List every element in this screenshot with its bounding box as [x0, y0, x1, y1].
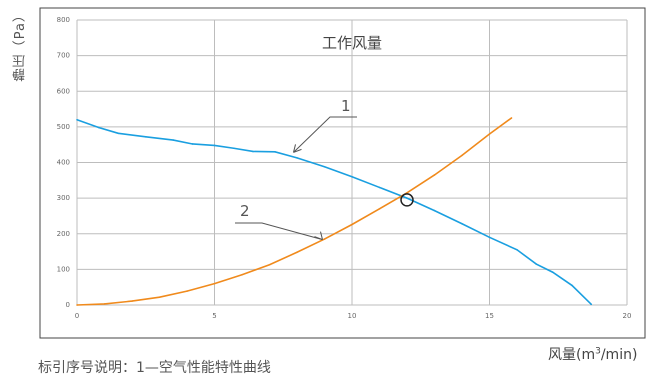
- series-point-1: [98, 126, 100, 129]
- series-point-2: [378, 208, 381, 210]
- y-tick-label: 700: [57, 52, 70, 60]
- y-tick-label: 500: [57, 123, 70, 131]
- annotation-arrowhead-2: [320, 231, 323, 240]
- series-point-2: [103, 303, 106, 305]
- annotation-label-2: 2: [240, 202, 250, 220]
- x-axis-label-suffix: /min): [600, 347, 638, 363]
- series-point-1: [191, 143, 194, 145]
- series-point-2: [323, 238, 326, 240]
- series-point-1: [516, 248, 518, 251]
- annotation-leader-2: [235, 222, 323, 241]
- y-tick-label: 100: [57, 265, 70, 273]
- annotation-arrowhead-2: [314, 236, 323, 241]
- series-point-2: [131, 300, 133, 302]
- y-tick-label: 600: [57, 87, 70, 95]
- series-point-2: [351, 223, 353, 226]
- series-point-1: [433, 209, 436, 212]
- y-tick-label: 400: [57, 159, 70, 167]
- series-point-2: [213, 282, 216, 285]
- x-tick-label: 0: [75, 312, 79, 320]
- x-tick-label: 15: [485, 312, 494, 320]
- series-point-1: [213, 144, 216, 147]
- x-axis-label: 风量(m3/min): [548, 344, 637, 364]
- x-axis-label-prefix: 风量(m: [548, 347, 596, 363]
- series-point-1: [232, 147, 235, 150]
- series-point-1: [535, 263, 538, 265]
- series-point-1: [590, 303, 593, 306]
- annotation-arrowhead-1: [293, 144, 296, 153]
- y-axis-label: 静压（Pa）: [13, 8, 28, 82]
- series-point-1: [406, 197, 408, 199]
- chart-frame: [39, 7, 646, 339]
- y-tick-label: 800: [57, 16, 70, 24]
- series-point-2: [186, 290, 188, 292]
- operating-point-marker: [400, 193, 414, 207]
- series-point-1: [274, 151, 276, 153]
- series-point-2: [433, 174, 436, 176]
- series-point-2: [268, 263, 271, 266]
- series-point-2: [296, 251, 298, 254]
- series-line-2: [76, 117, 512, 306]
- series-line-1: [76, 118, 592, 305]
- annotation-leader-1: [293, 116, 357, 153]
- series-point-2: [241, 273, 243, 276]
- series-point-2: [76, 304, 78, 306]
- series-point-1: [488, 236, 491, 239]
- series-point-1: [172, 139, 175, 141]
- chart-svg: 0 100 200 300 400 500 600 700 800 0 5 10 15 20 工作风量 1 2: [39, 7, 646, 339]
- series-point-1: [551, 271, 554, 274]
- series-point-1: [117, 132, 120, 135]
- y-tick-label: 200: [57, 230, 70, 238]
- series-point-2: [158, 296, 161, 298]
- series-point-2: [461, 154, 463, 157]
- series-point-1: [461, 222, 463, 225]
- series-point-1: [252, 150, 254, 153]
- series-point-1: [378, 186, 381, 189]
- x-tick-label: 10: [348, 312, 357, 320]
- series-point-1: [76, 118, 78, 121]
- chart-title: 工作风量: [322, 34, 382, 52]
- series-point-1: [144, 136, 147, 138]
- x-tick-label: 5: [212, 312, 216, 320]
- x-axis-label-sup: 3: [595, 346, 601, 357]
- series-point-2: [488, 133, 491, 135]
- x-tick-label: 20: [623, 312, 632, 320]
- series-point-1: [351, 175, 353, 178]
- series-point-1: [296, 157, 298, 159]
- series-point-2: [510, 117, 513, 119]
- figure-note: 标引序号说明：1—空气性能特性曲线: [38, 360, 271, 376]
- annotation-arrowhead-1: [293, 148, 302, 153]
- series-point-1: [323, 165, 326, 168]
- y-tick-label: 0: [66, 301, 70, 309]
- y-tick-label: 300: [57, 194, 70, 202]
- series-point-1: [571, 284, 573, 287]
- annotation-label-1: 1: [341, 97, 351, 115]
